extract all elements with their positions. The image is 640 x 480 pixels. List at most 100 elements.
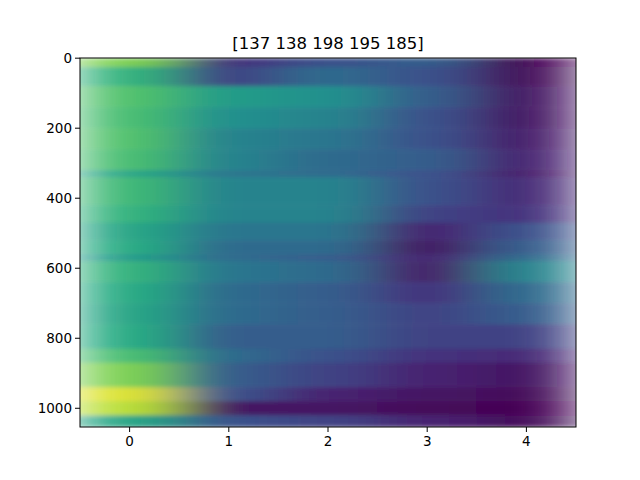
cell bbox=[80, 303, 180, 325]
y-tick-label: 800 bbox=[46, 330, 72, 346]
cell bbox=[378, 205, 478, 223]
cell bbox=[80, 387, 180, 402]
cell bbox=[179, 107, 279, 129]
cell bbox=[179, 223, 279, 241]
cell bbox=[80, 324, 180, 349]
cell bbox=[378, 282, 478, 304]
cell bbox=[378, 86, 478, 108]
cell bbox=[80, 205, 180, 223]
cell bbox=[179, 205, 279, 223]
cell bbox=[278, 107, 378, 129]
cell bbox=[378, 261, 478, 283]
cell bbox=[278, 205, 378, 223]
x-tick bbox=[526, 427, 527, 432]
x-tick-label: 4 bbox=[522, 433, 531, 449]
cell bbox=[278, 223, 378, 241]
cell bbox=[179, 363, 279, 388]
cell bbox=[378, 349, 478, 364]
cell bbox=[378, 58, 478, 67]
cell bbox=[179, 401, 279, 416]
cell bbox=[477, 67, 576, 87]
cell bbox=[477, 223, 576, 241]
y-tick-label: 400 bbox=[46, 190, 72, 206]
cell bbox=[278, 170, 378, 178]
cell bbox=[179, 149, 279, 171]
cell bbox=[477, 128, 576, 150]
cell bbox=[278, 363, 378, 388]
cell bbox=[80, 128, 180, 150]
x-tick bbox=[427, 427, 428, 432]
cell bbox=[378, 415, 478, 427]
cell bbox=[278, 349, 378, 364]
cell bbox=[378, 223, 478, 241]
cell bbox=[378, 401, 478, 416]
cell bbox=[477, 170, 576, 178]
plot-area bbox=[80, 58, 576, 427]
cell bbox=[179, 177, 279, 206]
y-tick bbox=[75, 268, 80, 269]
y-tick bbox=[75, 338, 80, 339]
cell bbox=[477, 349, 576, 364]
cell bbox=[179, 128, 279, 150]
cell bbox=[80, 67, 180, 87]
cell bbox=[80, 363, 180, 388]
x-tick bbox=[129, 427, 130, 432]
cell bbox=[477, 282, 576, 304]
cell bbox=[477, 177, 576, 206]
cell bbox=[179, 261, 279, 283]
y-tick bbox=[75, 408, 80, 409]
cell bbox=[477, 387, 576, 402]
cell bbox=[278, 324, 378, 349]
y-tick-label: 200 bbox=[46, 120, 72, 136]
cell bbox=[278, 415, 378, 427]
cell bbox=[80, 177, 180, 206]
cell bbox=[378, 67, 478, 87]
cell bbox=[179, 58, 279, 67]
cell bbox=[80, 58, 180, 67]
cell bbox=[80, 415, 180, 427]
cell bbox=[179, 387, 279, 402]
cell bbox=[80, 401, 180, 416]
cell bbox=[477, 303, 576, 325]
cell bbox=[80, 349, 180, 364]
cell bbox=[80, 240, 180, 255]
cell bbox=[477, 58, 576, 67]
cell bbox=[278, 282, 378, 304]
cell bbox=[278, 387, 378, 402]
cell bbox=[477, 363, 576, 388]
cell bbox=[378, 387, 478, 402]
y-tick-label: 1000 bbox=[38, 400, 72, 416]
cell bbox=[179, 240, 279, 255]
title: [137 138 198 195 185] bbox=[232, 34, 423, 53]
cell bbox=[378, 254, 478, 262]
y-tick bbox=[75, 58, 80, 59]
cell bbox=[179, 324, 279, 349]
chart: 0123402004006008001000[137 138 198 195 1… bbox=[0, 0, 640, 480]
x-tick bbox=[228, 427, 229, 432]
cell bbox=[477, 254, 576, 262]
cell bbox=[278, 401, 378, 416]
cell bbox=[378, 363, 478, 388]
cell bbox=[278, 67, 378, 87]
cell bbox=[80, 254, 180, 262]
cell bbox=[378, 170, 478, 178]
cell bbox=[477, 401, 576, 416]
cell bbox=[80, 86, 180, 108]
cell bbox=[378, 128, 478, 150]
cell bbox=[278, 261, 378, 283]
cell bbox=[179, 415, 279, 427]
x-tick-label: 3 bbox=[423, 433, 432, 449]
x-tick bbox=[328, 427, 329, 432]
cell bbox=[278, 86, 378, 108]
cell bbox=[80, 107, 180, 129]
cell bbox=[179, 282, 279, 304]
cell bbox=[378, 324, 478, 349]
cell bbox=[278, 177, 378, 206]
cell bbox=[80, 282, 180, 304]
cell bbox=[179, 349, 279, 364]
y-tick-label: 0 bbox=[63, 50, 72, 66]
cell bbox=[278, 149, 378, 171]
cell bbox=[80, 170, 180, 178]
cell bbox=[278, 58, 378, 67]
cell bbox=[80, 223, 180, 241]
